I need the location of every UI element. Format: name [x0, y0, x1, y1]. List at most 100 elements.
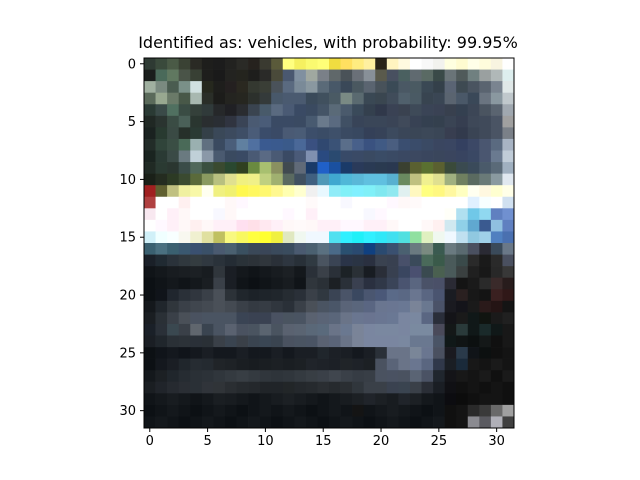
pixel-cell	[294, 358, 307, 371]
pixel-cell	[456, 231, 469, 244]
pixel-cell	[167, 208, 180, 221]
pixel-cell	[467, 289, 480, 302]
pixel-cell	[502, 266, 515, 279]
y-tick-label: 25	[119, 346, 136, 361]
pixel-cell	[386, 127, 399, 140]
pixel-cell	[248, 323, 260, 336]
pixel-cell	[144, 92, 156, 105]
pixel-cell	[444, 381, 457, 394]
pixel-cell	[317, 127, 330, 140]
pixel-cell	[421, 185, 434, 198]
pixel-cell	[352, 358, 365, 371]
pixel-cell	[375, 347, 388, 359]
pixel-cell	[456, 347, 469, 359]
pixel-cell	[398, 358, 411, 371]
pixel-cell	[213, 231, 226, 244]
pixel-cell	[317, 173, 330, 186]
pixel-cell	[375, 404, 388, 417]
pixel-cell	[375, 162, 388, 174]
pixel-cell	[248, 358, 260, 371]
pixel-cell	[433, 289, 445, 302]
pixel-cell	[386, 58, 399, 70]
pixel-cell	[236, 347, 249, 359]
pixel-cell	[282, 289, 295, 302]
pixel-cell	[433, 104, 445, 117]
pixel-cell	[224, 358, 237, 371]
pixel-cell	[259, 358, 272, 371]
pixel-cell	[363, 69, 376, 82]
pixel-cell	[444, 416, 457, 429]
pixel-cell	[236, 277, 249, 290]
pixel-cell	[502, 243, 515, 255]
pixel-cell	[444, 254, 457, 267]
pixel-cell	[271, 231, 284, 244]
pixel-cell	[490, 196, 503, 209]
pixel-cell	[490, 381, 503, 394]
pixel-cell	[386, 312, 399, 325]
pixel-cell	[248, 185, 260, 198]
pixel-cell	[398, 266, 411, 279]
pixel-cell	[467, 185, 480, 198]
pixel-cell	[248, 127, 260, 140]
pixel-cell	[167, 81, 180, 94]
x-tick-label: 20	[373, 434, 390, 449]
pixel-cell	[409, 69, 422, 82]
y-tick-label: 5	[128, 115, 136, 130]
pixel-cell	[259, 196, 272, 209]
pixel-cell	[340, 370, 353, 383]
pixel-cell	[259, 289, 272, 302]
pixel-cell	[409, 115, 422, 128]
pixel-cell	[271, 243, 284, 255]
pixel-cell	[213, 266, 226, 279]
pixel-cell	[444, 277, 457, 290]
pixel-cell	[409, 81, 422, 94]
pixel-cell	[502, 347, 515, 359]
pixel-cell	[340, 243, 353, 255]
pixel-cell	[294, 393, 307, 406]
pixel-cell	[224, 81, 237, 94]
pixel-cell	[144, 404, 156, 417]
pixel-cell	[398, 323, 411, 336]
pixel-cell	[201, 185, 214, 198]
pixel-cell	[502, 312, 515, 325]
pixel-cell	[236, 138, 249, 151]
pixel-cell	[352, 196, 365, 209]
pixel-cell	[167, 104, 180, 117]
pixel-cell	[224, 404, 237, 417]
pixel-cell	[190, 381, 203, 394]
pixel-cell	[248, 266, 260, 279]
pixel-cell	[479, 81, 492, 94]
pixel-cell	[398, 69, 411, 82]
pixel-cell	[201, 150, 214, 163]
pixel-cell	[190, 196, 203, 209]
pixel-cell	[352, 173, 365, 186]
pixel-cell	[329, 173, 341, 186]
pixel-cell	[317, 335, 330, 348]
pixel-cell	[398, 277, 411, 290]
pixel-cell	[294, 289, 307, 302]
pixel-cell	[375, 173, 388, 186]
pixel-cell	[329, 58, 341, 70]
pixel-cell	[236, 208, 249, 221]
pixel-cell	[167, 58, 180, 70]
pixel-cell	[259, 150, 272, 163]
pixel-cell	[224, 347, 237, 359]
pixel-cell	[259, 404, 272, 417]
pixel-cell	[363, 243, 376, 255]
pixel-cell	[317, 358, 330, 371]
pixel-cell	[398, 58, 411, 70]
pixel-cell	[340, 312, 353, 325]
pixel-cell	[155, 127, 168, 140]
pixel-cell	[386, 370, 399, 383]
pixel-cell	[248, 81, 260, 94]
pixel-cell	[386, 277, 399, 290]
pixel-cell	[271, 381, 284, 394]
pixel-cell	[294, 254, 307, 267]
pixel-cell	[363, 127, 376, 140]
pixel-cell	[305, 381, 318, 394]
pixel-cell	[282, 300, 295, 313]
pixel-cell	[409, 127, 422, 140]
pixel-cell	[490, 208, 503, 221]
pixel-cell	[236, 289, 249, 302]
pixel-cell	[490, 358, 503, 371]
